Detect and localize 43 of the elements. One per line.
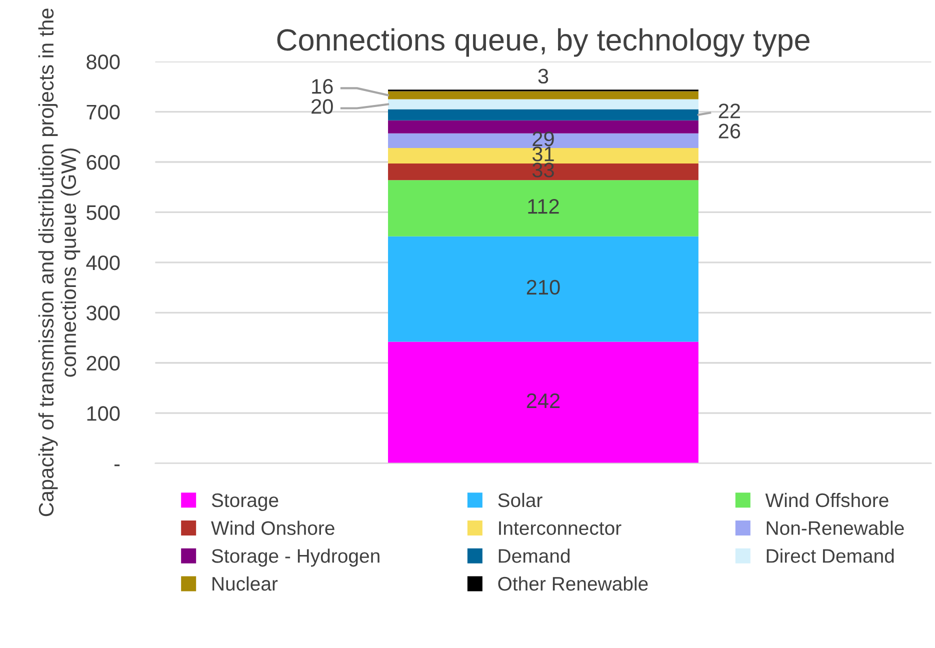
y-tick-label: 500: [86, 205, 120, 220]
data-label: 33: [532, 162, 554, 178]
data-label: 3: [538, 68, 548, 84]
bar: [388, 99, 698, 110]
data-label: 242: [526, 393, 560, 408]
legend-label: Other Renewable: [498, 576, 648, 591]
legend-label: Storage - Hydrogen: [212, 548, 380, 567]
data-label: 29: [532, 131, 554, 146]
data-label: 20: [312, 99, 333, 114]
bar: [388, 120, 698, 134]
bar: [388, 164, 698, 180]
legend-label: Storage: [212, 493, 278, 511]
data-label: 22: [718, 104, 740, 118]
legend-label: Solar: [498, 492, 542, 508]
y-axis-title: Capacity of transmission and distribution projects in the connections queue (GW): [38, 8, 80, 516]
data-label: 16: [312, 79, 333, 94]
data-label: 112: [528, 199, 559, 214]
bar: [388, 133, 698, 148]
y-tick-label: -: [114, 464, 120, 466]
bar: [388, 148, 698, 164]
data-label: 26: [718, 124, 740, 138]
data-label: 210: [526, 280, 560, 295]
chart-title: Connections queue, by technology type: [277, 28, 810, 57]
bar: [388, 342, 698, 464]
data-label: 31: [532, 146, 554, 162]
bar: [388, 180, 698, 236]
y-tick-label: 600: [86, 155, 120, 170]
y-tick-label: 700: [86, 104, 120, 120]
y-tick-label: 800: [86, 54, 120, 70]
bar: [388, 109, 698, 120]
y-tick-label: 200: [86, 356, 120, 371]
y-tick-label: 100: [87, 406, 120, 421]
legend-label: Direct Demand: [766, 548, 894, 563]
legend-label: Wind Onshore: [211, 520, 334, 536]
legend-label: Interconnector: [499, 521, 622, 536]
legend-label: Wind Offshore: [765, 492, 888, 508]
legend-label: Demand: [498, 548, 570, 563]
legend-label: Non-Renewable: [766, 520, 904, 536]
legend-label: Nuclear: [212, 576, 278, 591]
bar: [388, 236, 698, 342]
y-tick-label: 400: [86, 255, 120, 270]
bar: [388, 91, 698, 100]
y-tick-label: 300: [86, 306, 120, 320]
